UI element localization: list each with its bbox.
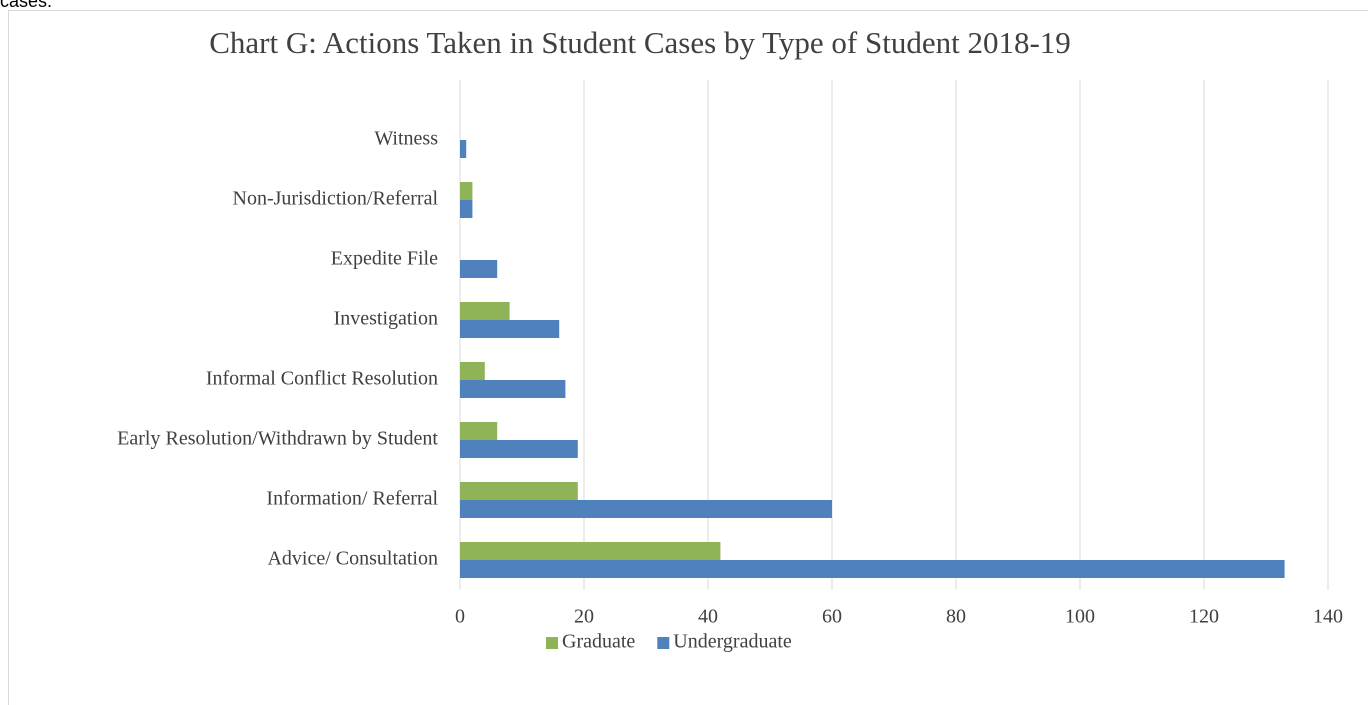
legend-swatch bbox=[657, 637, 670, 649]
bar bbox=[460, 422, 498, 440]
y-tick-label: Informal Conflict Resolution bbox=[206, 368, 438, 390]
legend-label: Undergraduate bbox=[673, 631, 792, 653]
bar bbox=[460, 440, 578, 458]
legend-swatch bbox=[546, 637, 558, 649]
x-tick-label: 40 bbox=[698, 606, 718, 628]
bar bbox=[460, 482, 578, 500]
x-tick-label: 140 bbox=[1313, 606, 1343, 628]
bar bbox=[460, 260, 498, 278]
bar bbox=[460, 200, 473, 218]
x-tick-label: 60 bbox=[822, 606, 842, 628]
y-tick-label: Non-Jurisdiction/Referral bbox=[233, 188, 439, 210]
bar bbox=[460, 380, 566, 398]
chart-border bbox=[8, 10, 1368, 705]
y-tick-label: Advice/ Consultation bbox=[267, 548, 438, 570]
y-tick-label: Information/ Referral bbox=[266, 488, 438, 510]
bar bbox=[460, 362, 485, 380]
y-tick-label: Early Resolution/Withdrawn by Student bbox=[117, 428, 438, 450]
chart-title: Chart G: Actions Taken in Student Cases … bbox=[209, 25, 1071, 60]
bar bbox=[460, 320, 560, 338]
bar bbox=[460, 500, 832, 518]
bar bbox=[460, 302, 510, 320]
x-tick-label: 0 bbox=[455, 606, 465, 628]
bar bbox=[460, 140, 467, 158]
page-text: cases. bbox=[0, 0, 52, 11]
y-tick-label: Witness bbox=[374, 128, 438, 150]
x-tick-label: 100 bbox=[1065, 606, 1095, 628]
bar bbox=[460, 182, 473, 200]
x-tick-label: 120 bbox=[1189, 606, 1219, 628]
bar bbox=[460, 542, 721, 560]
x-tick-label: 80 bbox=[946, 606, 966, 628]
legend-label: Graduate bbox=[562, 631, 635, 653]
x-tick-label: 20 bbox=[574, 606, 594, 628]
y-tick-label: Expedite File bbox=[331, 248, 438, 270]
bar bbox=[460, 560, 1285, 578]
y-tick-label: Investigation bbox=[334, 308, 438, 330]
